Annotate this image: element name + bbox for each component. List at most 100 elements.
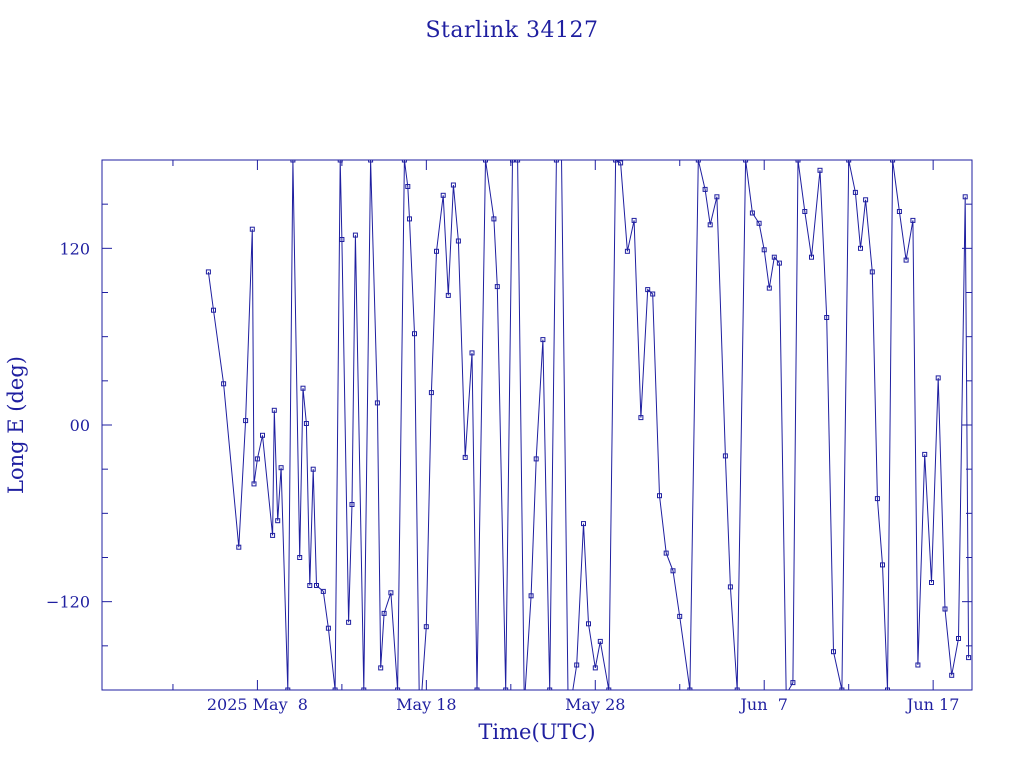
data-point [407,216,412,222]
data-point [790,680,796,686]
data-point [962,194,968,200]
data-point [846,160,852,163]
data-point [910,217,916,223]
data-point [494,284,500,290]
data-point [310,466,316,472]
data-point [260,432,265,438]
x-tick-label: Jun 17 [905,695,959,714]
data-point [395,687,401,690]
data-point [592,665,598,671]
data-point [434,248,439,254]
x-axis-label: Time(UTC) [478,720,595,744]
data-point [221,381,227,387]
data-point [346,619,352,625]
data-point [205,269,211,275]
data-point [236,544,242,550]
data-point [423,624,429,630]
x-tick-label: 2025 May 8 [207,695,308,714]
data-point [553,160,559,163]
y-tick-label: −120 [46,593,90,612]
data-point [657,493,662,499]
data-point [831,649,836,655]
data-point [374,400,380,406]
data-point [663,550,669,556]
x-axis: 2025 May 8 May 18 May 28 Jun 7 Jun 17 [172,160,959,714]
data-point [935,375,941,381]
y-axis-label: Long E (deg) [4,356,28,494]
data-point [586,621,591,627]
data-point [533,456,539,462]
data-point [942,606,948,612]
data-point [929,580,934,585]
data-point [922,451,928,457]
data-point [540,337,546,343]
data-point [401,160,407,163]
data-point [270,532,276,538]
data-point [702,186,708,192]
data-point [695,160,701,163]
plot-frame [101,159,973,691]
data-point [771,254,777,260]
data-point [852,189,858,195]
data-point [802,209,808,214]
data-point [211,307,216,313]
data-point [915,662,921,668]
data-point [890,160,896,163]
data-point [547,687,553,690]
data-point [869,269,875,275]
data-point [677,613,683,619]
series-line [207,160,970,690]
data-point [278,465,284,471]
data-point [515,160,521,163]
data-point [756,220,762,226]
data-point [300,385,306,391]
data-point [880,562,885,568]
data-point [795,160,801,163]
data-point [903,257,909,263]
data-point [528,593,534,599]
data-point [722,453,728,459]
data-point [428,390,434,396]
data-point [809,254,814,260]
data-point [949,672,955,678]
data-point [405,184,411,189]
data-point [874,496,880,502]
data-point [361,687,367,690]
data-point [631,217,637,223]
data-point [445,292,451,298]
data-point [462,454,468,460]
data-point [624,248,630,254]
data-point [776,260,782,266]
y-tick-label: 120 [59,239,90,258]
data-point [337,160,343,163]
data-point [368,160,374,163]
data-point [761,247,767,253]
data-point [734,687,740,690]
x-tick-label: May 18 [396,695,456,714]
data-point [645,287,651,293]
data-point [339,237,345,242]
data-point [275,518,281,524]
data-point [574,662,580,668]
data-point [483,160,488,163]
data-point [966,655,972,661]
data-point [650,291,656,297]
data-point [727,584,733,590]
data-point [817,167,823,173]
data-point [597,638,603,644]
data-point [474,687,480,690]
data-point [581,521,586,527]
data-point [285,687,291,690]
data-point [896,209,902,214]
plot-area [205,160,972,690]
y-tick-label: 00 [70,416,90,435]
data-point [714,194,720,200]
data-point [349,502,355,507]
data-point [839,687,845,690]
data-point [743,160,749,163]
data-point [251,481,257,487]
data-point [510,160,515,163]
data-point [613,160,619,163]
data-point [749,210,755,216]
data-point [388,590,394,596]
